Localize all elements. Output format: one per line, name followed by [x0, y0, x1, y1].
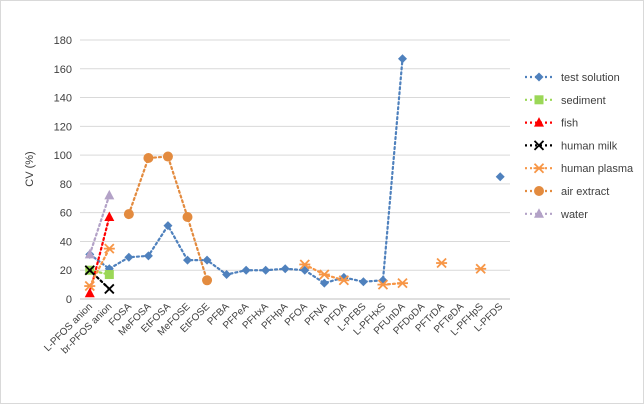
legend-marker: [534, 208, 544, 218]
data-point: [436, 257, 448, 269]
data-point: [182, 211, 193, 222]
data-point: [124, 252, 134, 262]
data-point: [222, 270, 232, 280]
series-human-plasma: [84, 243, 487, 292]
y-axis: 0 20 40 60 80 100 120 140 160 180: [54, 35, 72, 306]
data-point: [183, 255, 192, 265]
data-point: [299, 259, 311, 270]
data-point: [261, 265, 271, 275]
data-point: [162, 151, 173, 162]
data-point: [143, 152, 154, 163]
legend-label: sediment: [561, 95, 606, 107]
data-point: [358, 277, 368, 287]
data-point: [163, 221, 173, 231]
data-point: [84, 248, 95, 259]
y-tick-label: 40: [60, 236, 72, 248]
series-test-solution: [85, 54, 505, 288]
series-air-extract: [123, 151, 213, 286]
series-water: [84, 189, 115, 259]
data-point: [241, 265, 251, 275]
series-line: [88, 57, 404, 285]
y-axis-title: CV (%): [24, 151, 36, 186]
legend-label: fish: [561, 118, 578, 130]
data-point: [475, 263, 487, 274]
series-line: [88, 215, 111, 295]
legend-label: air extract: [561, 186, 609, 198]
legend: test solution sediment fish human milk human…: [525, 72, 634, 221]
data-point: [319, 278, 329, 288]
y-tick-label: 80: [60, 179, 72, 191]
data-point: [84, 265, 95, 276]
y-tick-label: 120: [54, 121, 72, 133]
data-point: [104, 283, 115, 295]
data-point: [338, 275, 350, 286]
y-tick-label: 180: [54, 35, 72, 47]
data-point: [318, 269, 330, 280]
data-point: [280, 264, 290, 274]
series-line: [303, 263, 345, 282]
y-tick-label: 0: [66, 294, 72, 306]
legend-entry: sediment: [525, 95, 606, 107]
data-point: [104, 189, 115, 200]
y-tick-label: 60: [60, 208, 72, 220]
legend-entry: human milk: [525, 140, 618, 152]
data-point: [104, 211, 115, 221]
series-human-milk: [84, 265, 115, 295]
legend-entry: air extract: [525, 186, 609, 198]
series-line: [88, 247, 111, 288]
data-point: [377, 279, 389, 290]
data-point: [84, 287, 95, 298]
y-tick-label: 100: [54, 150, 72, 162]
data-point: [103, 243, 115, 254]
y-tick-label: 20: [60, 265, 72, 277]
y-tick-label: 160: [54, 64, 72, 76]
legend-label: human plasma: [561, 163, 634, 175]
legend-label: test solution: [561, 72, 620, 84]
legend-marker: [534, 95, 544, 105]
plot-area: [84, 54, 505, 298]
legend-entry: test solution: [525, 72, 620, 84]
data-point: [202, 275, 213, 286]
legend-entry: fish: [525, 117, 578, 130]
legend-entry: human plasma: [525, 163, 634, 175]
data-point: [495, 172, 505, 182]
data-point: [84, 280, 96, 292]
data-point: [202, 255, 212, 265]
legend-marker: [534, 186, 544, 196]
legend-label: water: [560, 209, 588, 221]
data-point: [104, 270, 114, 280]
legend-marker: [534, 117, 544, 127]
y-tick-label: 140: [54, 93, 72, 105]
series-fish: [84, 211, 115, 298]
legend-marker: [533, 140, 545, 151]
legend-marker: [534, 72, 544, 82]
data-point: [143, 251, 153, 261]
legend-label: human milk: [561, 140, 618, 152]
data-point: [397, 278, 408, 289]
series-line: [88, 194, 111, 256]
series-line: [127, 155, 209, 282]
legend-entry: water: [525, 208, 588, 221]
data-point: [123, 209, 134, 220]
legend-marker: [533, 163, 545, 174]
data-point: [398, 54, 407, 64]
